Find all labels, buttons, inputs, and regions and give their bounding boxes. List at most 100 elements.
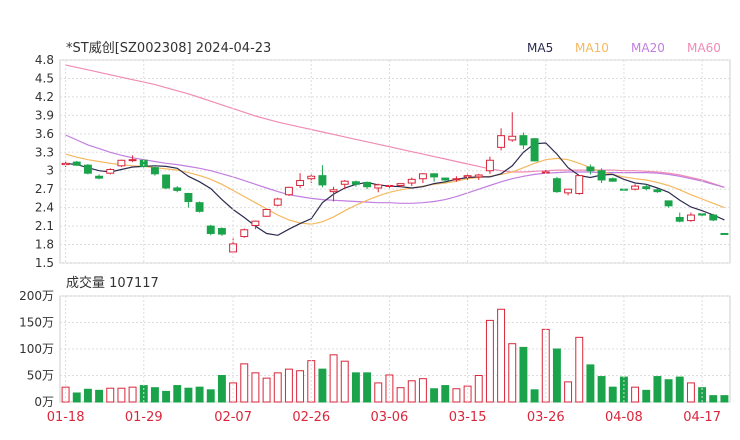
volume-bar xyxy=(631,386,640,403)
volume-bar xyxy=(195,386,204,403)
volume-bar xyxy=(485,319,494,403)
candle xyxy=(128,155,137,163)
candle xyxy=(653,188,662,193)
candle-body xyxy=(664,200,673,207)
candle-body xyxy=(284,186,293,196)
x-tick-label: 03-06 xyxy=(371,410,409,425)
volume-bar xyxy=(552,348,561,403)
volume-title: 成交量 107117 xyxy=(66,275,159,291)
candle-body xyxy=(340,180,349,185)
x-tick-label: 03-15 xyxy=(449,410,487,425)
price-tick-label: 3.9 xyxy=(35,108,54,122)
volume-bar xyxy=(106,387,115,403)
candle xyxy=(273,197,282,207)
candle-body xyxy=(552,178,561,193)
candle-body xyxy=(72,161,81,166)
price-tick-label: 2.4 xyxy=(35,201,54,215)
candle-body xyxy=(519,135,528,146)
volume-bar xyxy=(597,376,606,403)
volume-bar xyxy=(664,379,673,403)
candle-body xyxy=(318,175,327,186)
volume-bar xyxy=(329,354,338,403)
x-tick-label: 01-29 xyxy=(125,410,163,425)
candle xyxy=(95,174,104,180)
volume-bar xyxy=(240,363,249,403)
candle-body xyxy=(83,164,92,174)
candle-body xyxy=(675,216,684,222)
volume-bar xyxy=(296,370,305,403)
x-tick-label: 03-26 xyxy=(527,410,565,425)
candle-body xyxy=(653,189,662,193)
candle xyxy=(452,176,461,182)
volume-bar xyxy=(150,387,159,403)
volume-panel: 200万 150万 100万 50万 0万 xyxy=(19,289,731,409)
price-tick-label: 3 xyxy=(46,164,54,178)
candle xyxy=(162,174,171,190)
candle xyxy=(418,173,427,184)
candle xyxy=(552,176,561,193)
candle xyxy=(240,228,249,238)
candle xyxy=(351,180,360,187)
candle-body xyxy=(128,159,137,162)
candle-body xyxy=(173,187,182,191)
volume-bar xyxy=(262,377,271,403)
candle-body xyxy=(575,175,584,194)
volume-bar xyxy=(497,308,506,403)
price-tick-label: 1.8 xyxy=(35,238,54,252)
volume-bar xyxy=(206,389,215,403)
candle-body xyxy=(608,178,617,182)
volume-tick-label: 200万 xyxy=(19,289,54,303)
candle-body xyxy=(396,183,405,186)
candle-body xyxy=(452,178,461,181)
candle-body xyxy=(430,173,439,178)
candle-body xyxy=(95,175,104,179)
candle xyxy=(474,173,483,180)
volume-bar xyxy=(441,385,450,403)
volume-bar xyxy=(251,372,260,403)
candle xyxy=(251,220,260,230)
candle-body xyxy=(217,228,226,235)
price-tick-label: 3.3 xyxy=(35,145,54,159)
candle-body xyxy=(195,202,204,212)
candle xyxy=(83,163,92,175)
candle-body xyxy=(407,178,416,184)
candle-body xyxy=(363,181,372,188)
price-panel: 4.8 4.5 4.2 3.9 3.6 3.3 3 2.7 2.4 2.1 1.8 1.5 xyxy=(35,53,731,270)
candle xyxy=(106,168,115,175)
volume-bar xyxy=(508,343,517,403)
volume-bar xyxy=(575,336,584,403)
candle xyxy=(374,183,383,193)
candle xyxy=(407,177,416,187)
candle-body xyxy=(106,168,115,174)
volume-bar xyxy=(184,387,193,403)
candle-body xyxy=(709,214,718,221)
candle-body xyxy=(564,188,573,194)
candle-body xyxy=(273,198,282,206)
volume-bar xyxy=(95,389,104,403)
candle xyxy=(284,186,293,196)
volume-bar xyxy=(530,389,539,403)
volume-bar xyxy=(642,389,651,403)
volume-bar xyxy=(173,385,182,403)
candle-body xyxy=(497,135,506,148)
candle xyxy=(530,138,539,162)
volume-bar xyxy=(653,376,662,403)
candle xyxy=(608,177,617,182)
candle xyxy=(363,181,372,190)
volume-bar xyxy=(519,346,528,403)
price-tick-label: 4.2 xyxy=(35,90,54,104)
volume-bar xyxy=(396,387,405,403)
candle xyxy=(631,184,640,191)
volume-bar xyxy=(284,368,293,403)
candle xyxy=(497,128,506,151)
candle-body xyxy=(586,166,595,172)
candle xyxy=(150,167,159,176)
volume-bar xyxy=(162,390,171,403)
volume-bar xyxy=(83,388,92,403)
volume-bar xyxy=(709,395,718,403)
candle-body xyxy=(240,229,249,238)
candle-body xyxy=(150,167,159,175)
volume-bar xyxy=(586,364,595,403)
candle xyxy=(508,112,517,142)
